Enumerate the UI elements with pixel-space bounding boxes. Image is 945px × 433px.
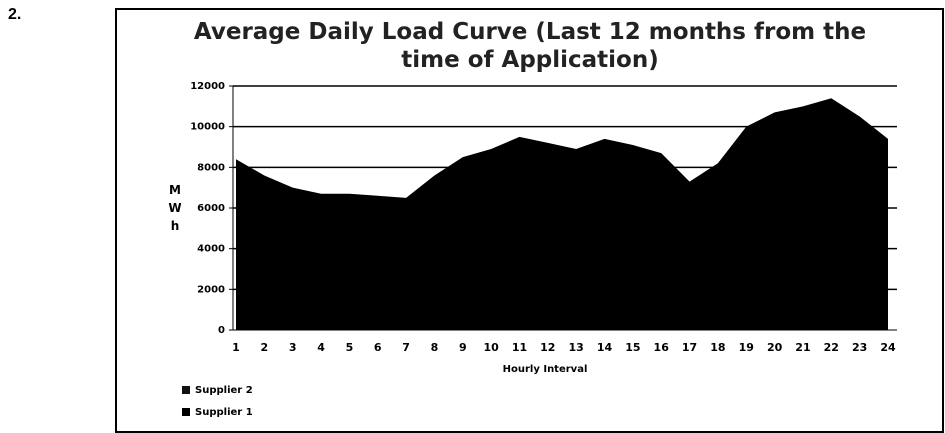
x-tick-label: 3 <box>289 341 297 354</box>
y-tick-label: 12000 <box>190 81 225 92</box>
legend-marker <box>182 408 190 416</box>
x-tick-label: 21 <box>795 341 810 354</box>
item-number: 2. <box>8 6 22 23</box>
y-tick-label: 8000 <box>197 162 225 173</box>
y-tick-label: 6000 <box>197 203 225 214</box>
x-tick-label: 5 <box>346 341 354 354</box>
x-tick-label: 10 <box>483 341 499 354</box>
x-tick-label: 14 <box>597 341 613 354</box>
chart-frame <box>115 8 944 433</box>
y-axis-label: MWh <box>168 183 182 237</box>
x-tick-label: 15 <box>625 341 640 354</box>
x-tick-label: 6 <box>374 341 382 354</box>
x-tick-label: 23 <box>852 341 867 354</box>
legend-marker <box>182 386 190 394</box>
y-tick-label: 10000 <box>190 122 225 133</box>
x-tick-label: 1 <box>232 341 240 354</box>
y-tick-label: 0 <box>218 325 225 336</box>
y-tick-label: 4000 <box>197 244 225 255</box>
x-axis-label: Hourly Interval <box>503 364 588 375</box>
x-tick-label: 13 <box>569 341 584 354</box>
x-tick-label: 20 <box>767 341 783 354</box>
x-tick-label: 22 <box>824 341 839 354</box>
legend-label: Supplier 2 <box>195 385 253 396</box>
x-tick-label: 8 <box>431 341 439 354</box>
x-tick-label: 17 <box>682 341 697 354</box>
x-tick-label: 9 <box>459 341 467 354</box>
x-tick-label: 2 <box>261 341 269 354</box>
x-tick-label: 7 <box>402 341 410 354</box>
x-tick-label: 4 <box>317 341 325 354</box>
y-tick-label: 2000 <box>197 284 225 295</box>
x-tick-label: 24 <box>880 341 896 354</box>
x-tick-label: 12 <box>540 341 555 354</box>
x-tick-label: 16 <box>654 341 670 354</box>
x-tick-label: 11 <box>512 341 527 354</box>
x-tick-label: 19 <box>739 341 754 354</box>
area <box>236 98 888 330</box>
legend-label: Supplier 1 <box>195 407 253 418</box>
chart-title: Average Daily Load Curve (Last 12 months… <box>193 19 867 73</box>
x-tick-label: 18 <box>710 341 725 354</box>
